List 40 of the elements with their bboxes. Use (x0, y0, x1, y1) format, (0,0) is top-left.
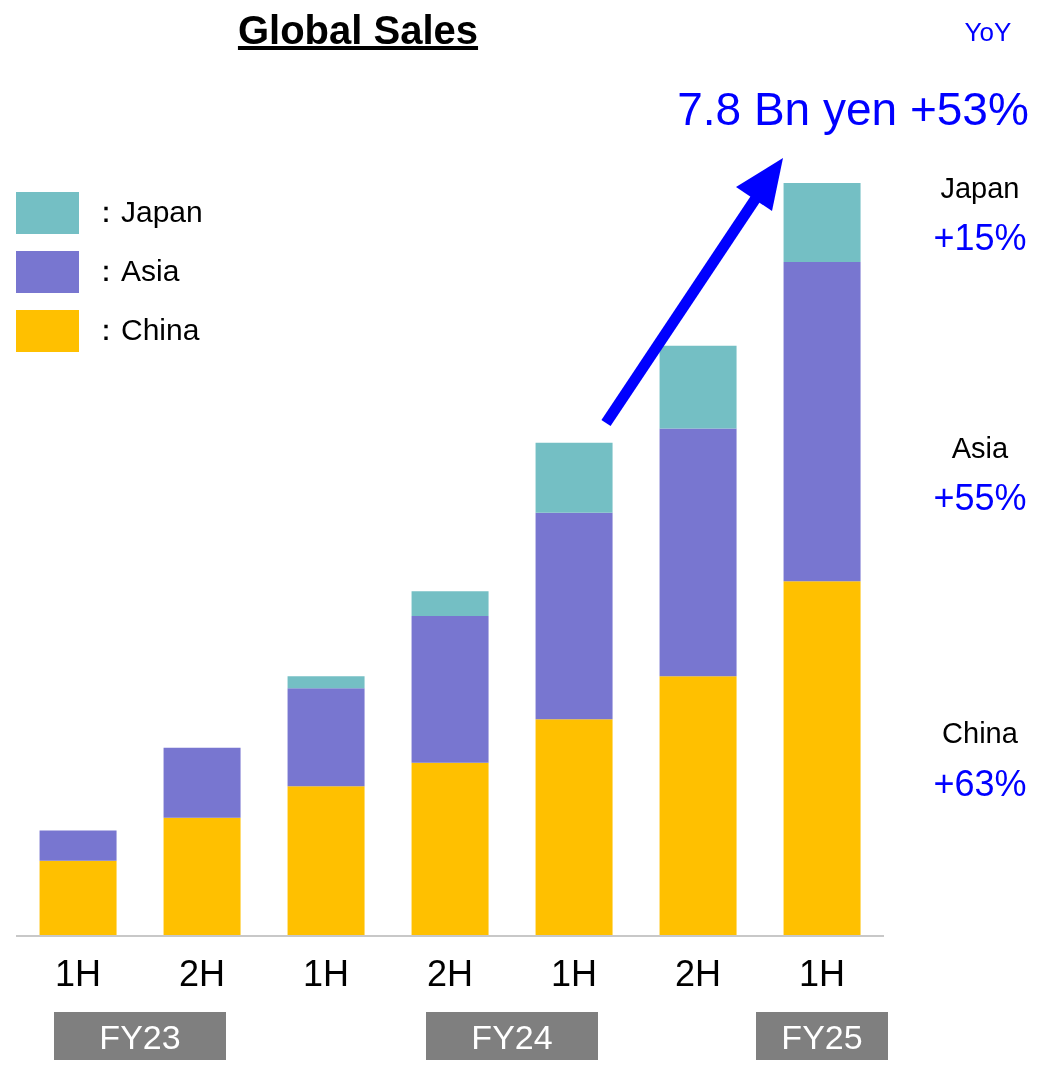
bar (783, 262, 861, 582)
bar (163, 817, 241, 936)
text: 7.8 Bn yen +53% (676, 82, 1030, 138)
bar (783, 581, 861, 936)
bar (287, 786, 365, 936)
bar (39, 860, 117, 936)
bar (411, 591, 489, 616)
text: Asia (950, 430, 1010, 466)
bar (39, 830, 117, 861)
bar (411, 615, 489, 763)
x-tick-label: 1H (550, 952, 598, 994)
text: FY23 (54, 1012, 226, 1060)
bar (535, 442, 613, 513)
text: FY25 (756, 1012, 888, 1060)
text: China (941, 715, 1019, 751)
chart-title: Global Sales (236, 8, 480, 53)
text: +55% (932, 476, 1028, 520)
x-tick-label: 1H (54, 952, 102, 994)
bar (411, 762, 489, 936)
bar (783, 183, 861, 263)
x-tick-label: 1H (302, 952, 350, 994)
x-tick-label: 2H (674, 952, 722, 994)
legend-label: ：Asia (91, 253, 180, 289)
legend-label: ：Japan (91, 194, 203, 230)
bar (659, 676, 737, 936)
bar (163, 747, 241, 818)
x-tick-label: 2H (178, 952, 226, 994)
text: Japan (939, 170, 1021, 206)
legend-label: ：China (91, 312, 200, 348)
text: +63% (932, 762, 1028, 806)
bar (659, 345, 737, 429)
bar (287, 676, 365, 689)
x-tick-label: 2H (426, 952, 474, 994)
text: +15% (932, 216, 1028, 260)
bar (287, 688, 365, 787)
bar (535, 512, 613, 720)
bar (535, 719, 613, 936)
x-tick-label: 1H (798, 952, 846, 994)
text: FY24 (426, 1012, 598, 1060)
text: YoY (963, 17, 1013, 49)
